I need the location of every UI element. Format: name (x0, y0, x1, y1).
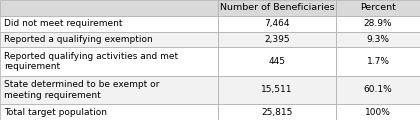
Text: Reported a qualifying exemption: Reported a qualifying exemption (4, 35, 153, 44)
Text: Number of Beneficiaries: Number of Beneficiaries (220, 3, 334, 12)
Bar (0, 47, 218, 76)
Bar (0, 16, 218, 32)
Text: 25,815: 25,815 (262, 108, 293, 117)
Bar (218, 47, 336, 76)
Text: 445: 445 (269, 57, 286, 66)
Bar (336, 16, 420, 32)
Bar (0, 0, 218, 16)
Text: Reported qualifying activities and met
requirement: Reported qualifying activities and met r… (4, 52, 178, 71)
Text: State determined to be exempt or
meeting requirement: State determined to be exempt or meeting… (4, 80, 160, 100)
Bar (336, 0, 420, 16)
Text: 7,464: 7,464 (265, 19, 290, 28)
Bar (218, 76, 336, 104)
Bar (336, 104, 420, 120)
Bar (218, 0, 336, 16)
Text: 1.7%: 1.7% (367, 57, 389, 66)
Bar (336, 76, 420, 104)
Bar (218, 104, 336, 120)
Text: 100%: 100% (365, 108, 391, 117)
Text: Did not meet requirement: Did not meet requirement (4, 19, 123, 28)
Bar (218, 16, 336, 32)
Bar (0, 32, 218, 47)
Text: 2,395: 2,395 (264, 35, 290, 44)
Text: 9.3%: 9.3% (367, 35, 389, 44)
Bar (0, 104, 218, 120)
Bar (218, 32, 336, 47)
Text: Total target population: Total target population (4, 108, 107, 117)
Text: Percent: Percent (360, 3, 396, 12)
Bar (336, 32, 420, 47)
Text: 15,511: 15,511 (261, 85, 293, 94)
Bar (0, 76, 218, 104)
Bar (336, 47, 420, 76)
Text: 60.1%: 60.1% (364, 85, 392, 94)
Text: 28.9%: 28.9% (364, 19, 392, 28)
